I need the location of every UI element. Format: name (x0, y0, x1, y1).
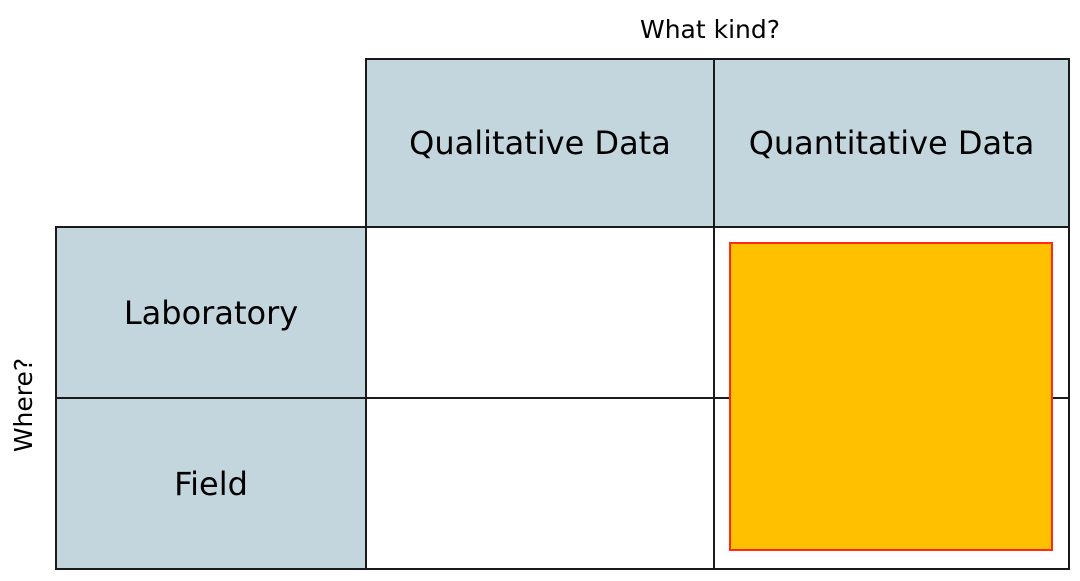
quantitative-highlight-box (729, 242, 1053, 551)
row-header-field: Field (55, 397, 367, 570)
column-axis-label: What kind? (639, 15, 781, 44)
cell-field-qualitative (365, 397, 715, 570)
column-header-quantitative: Quantitative Data (713, 58, 1070, 228)
row-header-laboratory: Laboratory (55, 226, 367, 399)
column-header-qualitative: Qualitative Data (365, 58, 715, 228)
cell-laboratory-qualitative (365, 226, 715, 399)
row-axis-label: Where? (9, 357, 38, 453)
